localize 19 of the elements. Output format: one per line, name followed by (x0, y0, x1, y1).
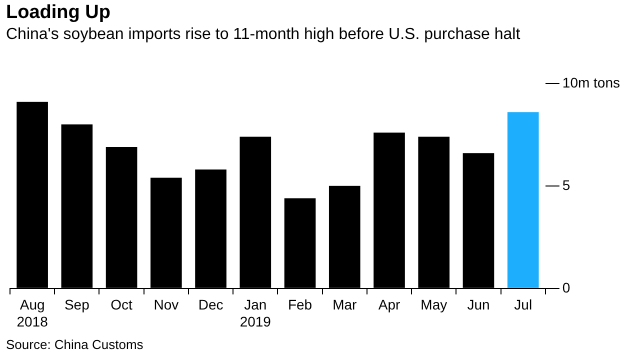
x-tick-label: Mar (332, 296, 358, 313)
x-tick-label: Oct (110, 296, 133, 313)
x-tick-label: Jul (514, 296, 532, 313)
chart-title: Loading Up (6, 2, 110, 24)
x-tick-label: Feb (288, 296, 312, 313)
x-tick-label: Jan 2019 (240, 296, 272, 330)
source-note: Source: China Customs (6, 337, 144, 352)
x-tick-label: Nov (154, 296, 179, 313)
x-tick-label: Aug 2018 (16, 296, 48, 330)
x-tick-label: Jun (467, 296, 490, 313)
chart-subtitle: China's soybean imports rise to 11-month high before U.S. purchase halt (6, 26, 520, 44)
x-tick-label: May (420, 296, 448, 313)
y-tick-label: 5 (562, 176, 570, 193)
y-tick-label: 0 (562, 279, 570, 296)
x-tick-label: Dec (198, 296, 224, 313)
y-tick-label: 10m tons (562, 74, 620, 90)
bar (507, 112, 539, 288)
x-tick-label: Apr (378, 296, 400, 313)
x-tick-label: Sep (64, 296, 90, 313)
